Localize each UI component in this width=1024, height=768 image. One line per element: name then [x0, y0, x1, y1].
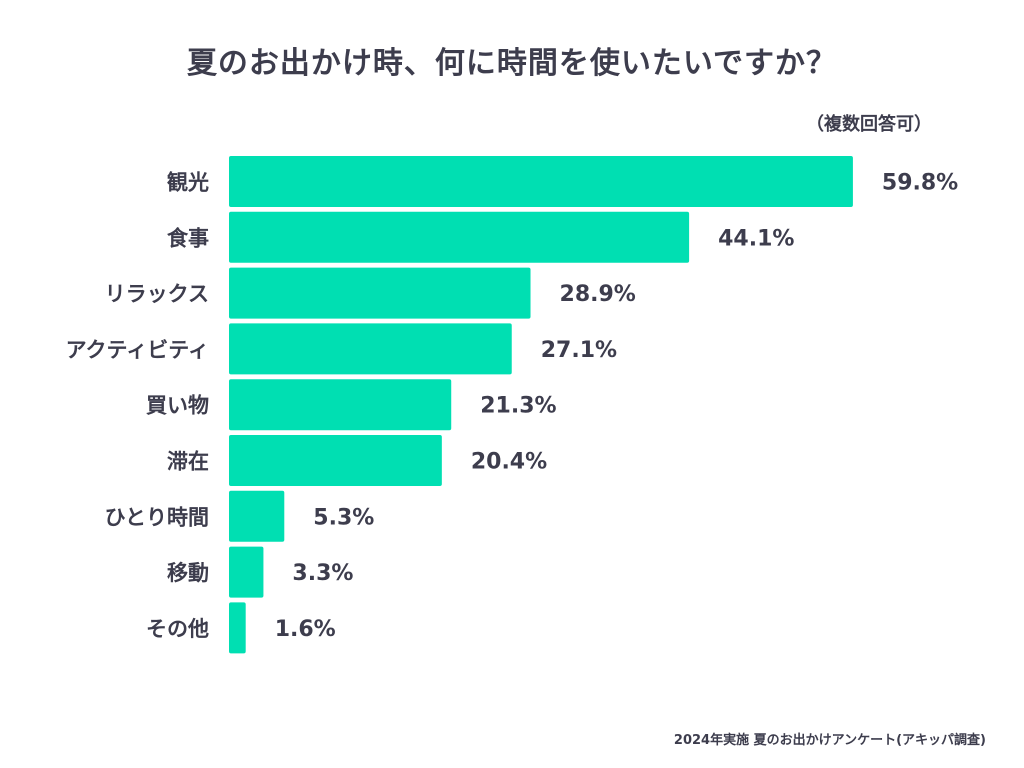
- category-label: 食事: [167, 226, 209, 250]
- bar-5: [229, 379, 452, 431]
- source-note: 2024年実施 夏のお出かけアンケート(アキッパ調査): [673, 733, 986, 748]
- bar-6: [229, 435, 442, 486]
- category-label: ひとり時間: [105, 505, 209, 529]
- value-label: 1.6%: [275, 617, 336, 642]
- chart-subtitle: （複数回答可）: [806, 114, 932, 135]
- bar-3: [229, 267, 531, 319]
- chart-title: 夏のお出かけ時、何に時間を使いたいですか？: [186, 46, 838, 81]
- category-label: 買い物: [146, 394, 209, 418]
- category-label: 観光: [167, 171, 209, 195]
- category-label: リラックス: [105, 282, 209, 306]
- value-label: 27.1%: [541, 338, 617, 363]
- category-label: 滞在: [167, 450, 209, 474]
- value-label: 21.3%: [480, 394, 556, 419]
- bar-1: [229, 156, 853, 207]
- category-label: 移動: [167, 561, 209, 585]
- value-label: 28.9%: [560, 282, 636, 307]
- bar-4: [229, 323, 512, 375]
- bar-7: [229, 490, 285, 542]
- bar-8: [229, 546, 264, 598]
- value-label: 44.1%: [718, 226, 794, 251]
- value-label: 20.4%: [471, 450, 547, 475]
- value-label: 59.8%: [882, 171, 958, 196]
- bar-9: [229, 602, 246, 654]
- value-label: 3.3%: [292, 561, 353, 586]
- category-label: アクティビティ: [66, 338, 209, 362]
- category-label: その他: [146, 617, 209, 641]
- value-label: 5.3%: [313, 505, 374, 530]
- bar-2: [229, 211, 690, 263]
